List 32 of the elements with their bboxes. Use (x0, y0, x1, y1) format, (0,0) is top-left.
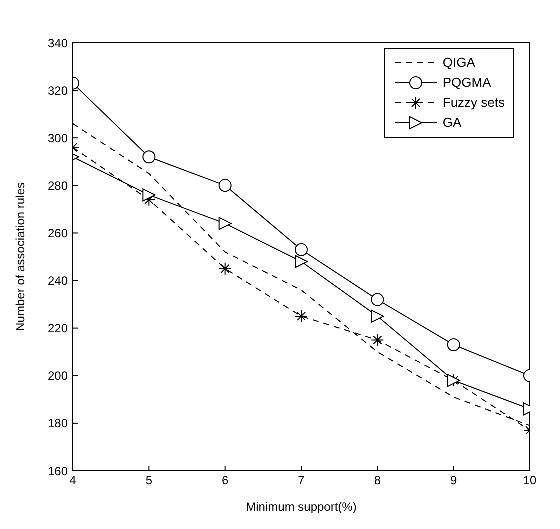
x-tick-label: 10 (523, 474, 537, 488)
legend-label: GA (442, 114, 462, 132)
x-tick-label: 8 (374, 474, 382, 488)
legend-label: PQGMA (442, 74, 492, 92)
point (295, 310, 308, 323)
point (371, 334, 384, 347)
point (218, 262, 232, 276)
point (218, 217, 232, 230)
x-tick-label: 9 (450, 474, 458, 488)
point (295, 255, 308, 268)
y-tick-label: 240 (48, 274, 68, 288)
y-axis-title: Number of association rules (13, 182, 28, 332)
y-tick-label: 200 (48, 369, 68, 384)
y-tick-label: 180 (48, 416, 68, 431)
x-tick-label: 7 (298, 474, 306, 488)
legend-label: Fuzzy sets (442, 94, 505, 112)
y-tick-label: 300 (48, 131, 68, 146)
y-tick-label: 260 (48, 226, 68, 240)
x-axis-title: Minimum support(%) (246, 500, 357, 514)
legend-label: QIGA (442, 54, 476, 72)
point (218, 179, 232, 192)
point (371, 310, 384, 323)
x-tick-label: 5 (146, 474, 153, 488)
x-tick-label: 4 (70, 474, 77, 488)
y-tick-label: 220 (48, 322, 68, 336)
y-tick-label: 320 (48, 84, 68, 98)
point (295, 243, 308, 256)
y-tick-label: 160 (48, 464, 68, 478)
point (371, 293, 384, 306)
y-tick-label: 340 (48, 36, 68, 50)
x-tick-label: 6 (222, 474, 229, 488)
y-tick-label: 280 (48, 178, 68, 193)
